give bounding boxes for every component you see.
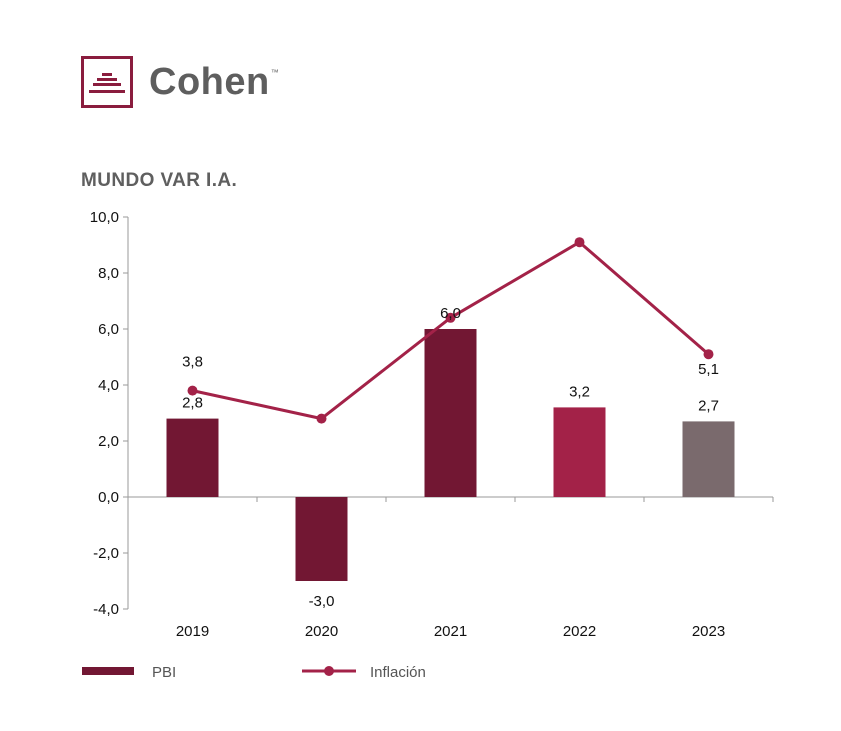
- x-tick-label: 2023: [692, 623, 725, 640]
- line-point: [316, 413, 327, 424]
- data-labels: 2,8 -3,0 6,0 3,2 2,7 3,8 5,1: [182, 305, 719, 610]
- line-series: [187, 237, 714, 424]
- logo-brand-text: Cohen: [149, 61, 270, 103]
- y-tick-label: 4,0: [98, 377, 119, 394]
- x-tick-label: 2019: [176, 623, 209, 640]
- bar-value-label: 3,2: [569, 383, 590, 400]
- cohen-logo-icon: [81, 56, 133, 108]
- line-value-label: 3,8: [182, 354, 203, 371]
- bar-value-label: 2,8: [182, 395, 203, 412]
- legend: PBI Inflación: [82, 664, 426, 681]
- bar: [166, 418, 219, 497]
- bar: [553, 407, 606, 497]
- y-tick-label: 6,0: [98, 321, 119, 338]
- logo-wordmark: Cohen™: [149, 63, 279, 101]
- x-tick-label: 2021: [434, 623, 467, 640]
- y-tick-label: 8,0: [98, 265, 119, 282]
- cohen-logo: Cohen™: [81, 56, 279, 108]
- x-tick-label: 2020: [305, 623, 338, 640]
- bar-series: [166, 329, 735, 581]
- y-tick-label: 2,0: [98, 433, 119, 450]
- bar: [295, 497, 348, 581]
- y-tick-label: -4,0: [93, 601, 119, 618]
- line-point: [574, 237, 585, 248]
- legend-swatch-pbi: [82, 667, 134, 675]
- bar-value-label: 6,0: [440, 305, 461, 322]
- chart-title: MUNDO VAR I.A.: [81, 170, 238, 191]
- line-point: [187, 385, 198, 396]
- legend-label-inflacion: Inflación: [370, 664, 426, 681]
- line-point: [445, 312, 456, 323]
- bar-value-label: -3,0: [309, 593, 335, 610]
- bar-value-label: 2,7: [698, 397, 719, 414]
- bar: [682, 421, 735, 497]
- logo-tm: ™: [270, 68, 280, 77]
- legend-label-pbi: PBI: [152, 664, 176, 681]
- x-tick-label: 2022: [563, 623, 596, 640]
- legend-swatch-marker: [324, 666, 334, 676]
- y-tick-label: -2,0: [93, 545, 119, 562]
- y-tick-label: 0,0: [98, 489, 119, 506]
- y-tick-label: 10,0: [90, 209, 119, 226]
- bar: [424, 329, 477, 497]
- line-value-label: 5,1: [698, 361, 719, 378]
- line-point: [703, 349, 714, 360]
